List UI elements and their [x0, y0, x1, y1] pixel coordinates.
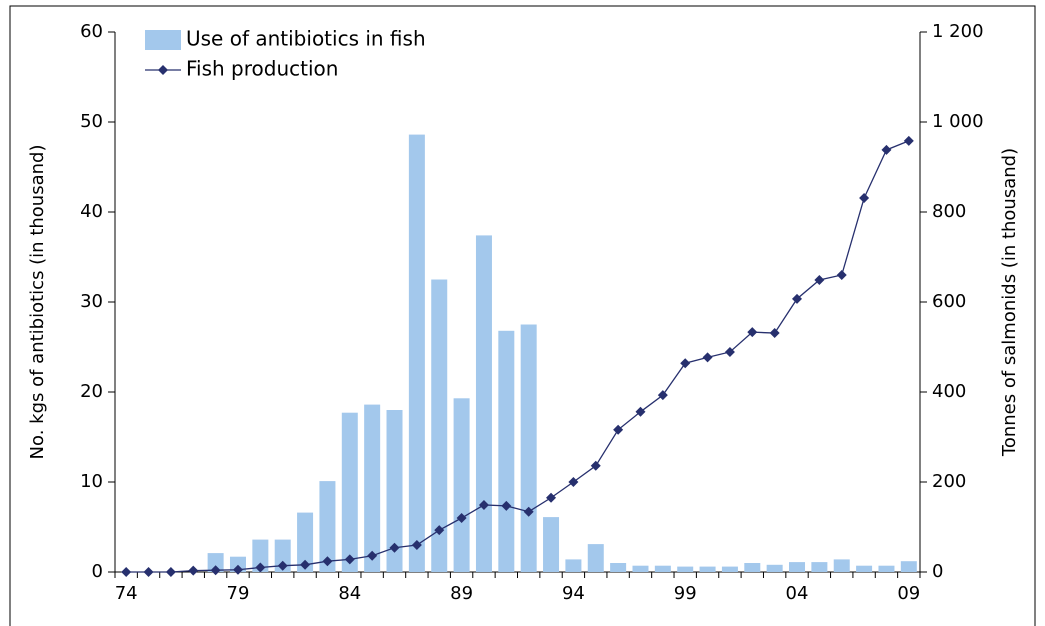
marker [456, 513, 467, 523]
bar [587, 544, 604, 572]
bar [364, 404, 381, 572]
marker [836, 270, 847, 280]
marker [680, 358, 691, 369]
y2-tick-label: 0 [932, 561, 943, 582]
bar [610, 563, 627, 572]
bar [341, 412, 358, 572]
bar [408, 134, 425, 572]
x-tick-label: 89 [450, 583, 473, 604]
bar [543, 517, 560, 572]
marker [724, 346, 735, 357]
x-tick-label: 74 [115, 583, 138, 604]
bar [900, 561, 917, 572]
y2-axis-label: Tonnes of salmonids (in thousand) [999, 148, 1020, 457]
y-tick-label: 30 [80, 291, 103, 312]
bar [744, 563, 761, 572]
marker [389, 542, 400, 553]
marker [657, 390, 668, 401]
bar [207, 553, 224, 572]
marker [478, 499, 489, 510]
marker [747, 327, 758, 338]
marker [501, 500, 512, 511]
y2-tick-label: 600 [932, 291, 966, 312]
line [126, 140, 910, 573]
bar [856, 565, 873, 572]
marker [590, 460, 601, 471]
marker [769, 328, 780, 339]
marker [568, 477, 579, 487]
y-tick-label: 20 [80, 381, 103, 402]
y-tick-label: 0 [92, 561, 103, 582]
bar [878, 565, 895, 572]
bar [431, 279, 448, 572]
marker [702, 352, 713, 363]
bar [252, 539, 269, 572]
marker [300, 559, 311, 570]
x-tick-label: 09 [897, 583, 920, 604]
bar [386, 410, 403, 572]
bar [297, 512, 314, 572]
marker [322, 556, 333, 567]
marker [121, 567, 132, 577]
bar [699, 566, 716, 572]
marker [523, 506, 534, 517]
marker [546, 492, 557, 503]
marker [881, 144, 892, 155]
x-tick-label: 04 [786, 583, 809, 604]
x-tick-label: 94 [562, 583, 585, 604]
marker [232, 564, 243, 575]
y-tick-label: 40 [80, 201, 103, 222]
marker [143, 567, 154, 577]
marker [277, 560, 288, 571]
frame [9, 5, 1036, 626]
legend-label: Use of antibiotics in fish [186, 27, 426, 51]
bar [319, 481, 336, 572]
marker [434, 525, 445, 536]
x-tick-label: 84 [338, 583, 361, 604]
marker [814, 274, 825, 285]
marker [367, 550, 378, 561]
bar [520, 324, 537, 572]
y2-tick-label: 800 [932, 201, 966, 222]
legend-label: Fish production [186, 57, 338, 81]
y2-tick-label: 1 200 [932, 21, 984, 42]
y-axis-label: No. kgs of antibiotics (in thousand) [27, 145, 48, 460]
y2-tick-label: 400 [932, 381, 966, 402]
bar [475, 235, 492, 572]
y-tick-label: 50 [80, 111, 103, 132]
bar [789, 562, 806, 572]
bar [833, 559, 850, 572]
bar [565, 559, 582, 572]
y2-tick-label: 1 000 [932, 111, 984, 132]
bar [721, 566, 738, 572]
bar [498, 330, 515, 572]
marker [344, 554, 355, 565]
x-tick-label: 79 [227, 583, 250, 604]
marker [188, 565, 199, 576]
marker [903, 135, 914, 146]
marker [411, 540, 422, 550]
y-tick-label: 10 [80, 471, 103, 492]
legend-marker [158, 65, 168, 75]
marker [255, 562, 266, 573]
bar [274, 539, 291, 572]
bar [677, 566, 694, 572]
marker [613, 424, 624, 435]
marker [859, 193, 870, 204]
marker [165, 567, 176, 577]
marker [635, 406, 646, 417]
bar [632, 565, 649, 572]
bar [229, 556, 246, 572]
marker [210, 565, 221, 576]
bar [453, 398, 470, 572]
y2-tick-label: 200 [932, 471, 966, 492]
legend-swatch [145, 30, 181, 50]
x-tick-label: 99 [674, 583, 697, 604]
bar [811, 562, 828, 572]
marker [792, 293, 803, 304]
bar [766, 564, 783, 572]
y-tick-label: 60 [80, 21, 103, 42]
bar [654, 565, 671, 572]
